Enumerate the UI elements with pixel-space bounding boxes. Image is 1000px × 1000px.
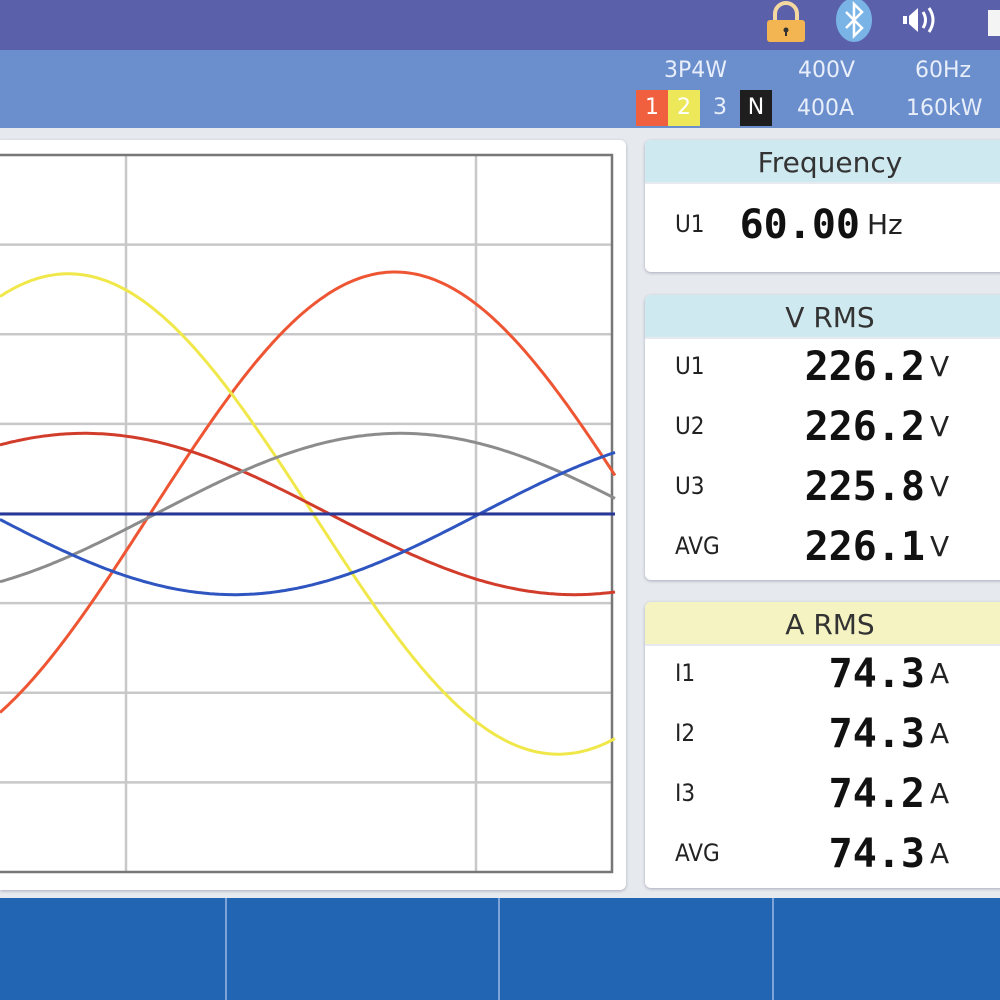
softkey-bar [0,898,1000,1000]
battery-icon [988,10,1000,36]
frequency-title: Frequency [645,140,1000,184]
frequency-card: Frequency U1 60.00 Hz [645,140,1000,272]
waveform-series-1 [0,270,617,714]
row-unit: V [930,530,950,563]
row-value: 226.1 [804,524,925,570]
softkey-3[interactable] [498,898,772,1000]
row-unit: A [930,717,950,750]
row-value: 74.2 [828,771,925,817]
softkey-1[interactable] [0,898,225,1000]
arms-title: A RMS [645,602,1000,646]
phase-3-badge: 3 [713,95,727,120]
bluetooth-icon[interactable] [836,0,872,42]
frequency-setting: 60Hz [915,58,972,83]
status-icons [767,0,1000,42]
row-unit: A [930,657,950,690]
row-value: 226.2 [804,404,925,450]
row-label: I2 [675,719,696,747]
row-unit: V [930,410,950,443]
wiring-mode: 3P4W [664,58,728,83]
row-value: 225.8 [804,464,925,510]
waveform-series-5 [0,450,616,597]
softkey-4[interactable] [772,898,1000,1000]
row-value: 74.3 [828,831,925,877]
power-range: 160kW [906,96,983,121]
row-unit: A [930,837,950,870]
row-label: I1 [675,659,696,687]
waveform-chart [0,153,617,874]
measurement-row: I1 74.3 A [645,647,1000,707]
row-unit: Hz [867,208,903,241]
row-label: U1 [675,352,705,380]
row-label: U1 [675,210,705,238]
row-unit: V [930,350,950,383]
measurement-row: U1 226.2 V [645,340,1000,400]
row-label: U3 [675,472,705,500]
settings-bar: 3P4W 400V 60Hz 400A 160kW [0,50,1000,128]
softkey-2[interactable] [225,898,498,1000]
voltage-range: 400V [798,58,856,83]
waveform-series-4 [0,431,616,584]
current-range: 400A [797,96,855,121]
measurement-row: U3 225.8 V [645,460,1000,520]
measurement-row: U2 226.2 V [645,400,1000,460]
row-unit: V [930,470,950,503]
row-label: AVG [675,532,720,560]
measurement-row: AVG 74.3 A [645,827,1000,887]
phase-2-badge: 2 [668,90,700,126]
vrms-card: V RMS U1 226.2 V U2 226.2 V U3 225.8 V AVG … [645,295,1000,580]
row-label: U2 [675,412,705,440]
arms-card: A RMS I1 74.3 A I2 74.3 A I3 74.2 A AVG 74.… [645,602,1000,888]
row-value: 74.3 [828,711,925,757]
row-label: AVG [675,839,720,867]
measurement-row: AVG 226.1 V [645,520,1000,580]
status-bar [0,0,1000,50]
vrms-title: V RMS [645,295,1000,339]
row-value: 60.00 [739,202,860,248]
row-unit: A [930,777,950,810]
phase-1-badge: 1 [636,90,668,126]
speaker-icon[interactable] [903,7,935,33]
measurement-row: I3 74.2 A [645,767,1000,827]
lock-icon[interactable] [767,1,805,42]
measurement-row: I2 74.3 A [645,707,1000,767]
frequency-row: U1 60.00 Hz [645,198,1000,258]
neutral-badge: N [740,90,772,126]
waveform-series-2 [0,272,616,756]
row-label: I3 [675,779,696,807]
row-value: 226.2 [804,344,925,390]
waveform-series-3 [0,431,616,597]
row-value: 74.3 [828,651,925,697]
